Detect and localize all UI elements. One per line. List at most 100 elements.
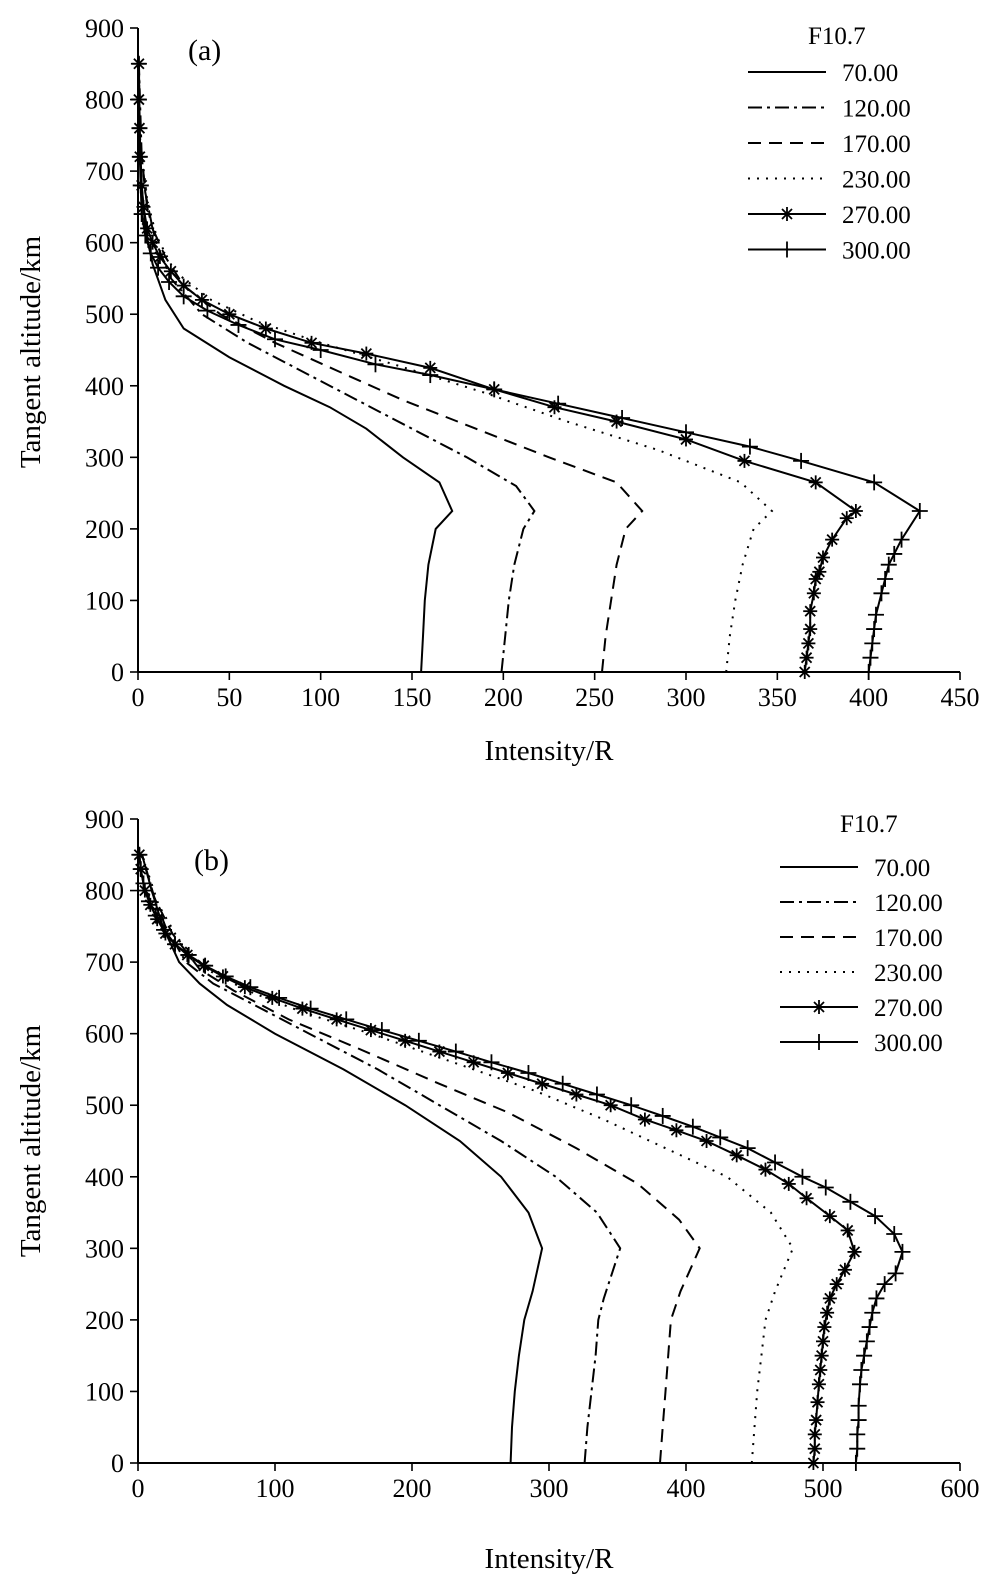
panel-a-series-300-00-marker [866,474,883,491]
panel-a-series-300-00-marker [137,227,154,244]
panel-b-axes: 0 100 200 300 400 500 600 700 800 900 0 100 200 300 40… [85,805,980,1503]
panel-b-series-300-00-marker [483,1054,500,1071]
panel-a-series-270-00-marker [801,636,816,651]
panel-b-series-300-00-marker [654,1107,671,1124]
panel-a-legend-item: 170.00 [748,131,911,158]
panel-b-series-270-00-marker [809,1413,824,1428]
panel-b-x-tick-label: 300 [530,1474,569,1503]
panel-b-series-270-00 [132,847,862,1470]
panel-b-series-270-00-marker [603,1098,618,1113]
panel-b-series-300-00-marker [817,1179,834,1196]
panel-b-series-300-00-marker [858,1333,875,1350]
panel-a-legend-item: 300.00 [748,238,911,265]
panel-a-series-230-00-line [137,63,774,673]
panel-a-series-270-00-marker [839,511,854,526]
panel-b-series-270-00-marker [569,1087,584,1102]
panel-b-y-tick-label: 600 [85,1020,124,1049]
panel-b-series-270-00-marker [822,1209,837,1224]
panel-b-series-300-00-marker [851,1376,868,1393]
panel-b-series-270-00-marker [699,1134,714,1148]
panel-b-series-300-00-marker [684,1118,701,1135]
panel-a-y-tick-label: 700 [85,157,124,186]
panel-b-series-300-00-marker [166,936,183,953]
panel-a-x-axis-title: Intensity/R [485,735,615,767]
panel-b-legend-item: 300.00 [780,1030,943,1057]
panel-a-legend: F10.7 70.00 120.00 170.00 230.00 270.00 300.0… [748,23,911,265]
panel-a-series-270-00-marker [799,650,814,665]
panel-b-series-270-00-marker [669,1123,684,1138]
panel-a-legend-label: 70.00 [842,60,898,87]
panel-a-x-tick-label: 150 [393,683,432,712]
panel-a-x-tick-label: 300 [667,683,706,712]
panel-b-legend: F10.7 70.00 120.00 170.00 230.00 270.00 300.0… [780,811,943,1057]
panel-a-series-270-00-marker [812,564,827,579]
panel-a-series-300-00-marker [877,570,894,587]
panel-a-legend-marker [779,241,795,258]
panel-b-series-300-00 [131,846,911,1471]
panel-b-series-300-00-marker [520,1065,537,1082]
panel-a-series-300-00-marker [312,342,329,358]
panel-b-series-270-00-marker [807,1427,822,1442]
panel-a-label: (a) [188,34,221,67]
panel-b-legend-item: 120.00 [780,890,943,917]
panel-a-series-300-00-marker [161,274,178,291]
panel-b-series-270-00-line [138,854,856,1464]
panel-b-series-300-00-marker [767,1154,784,1171]
panel-a-series-300-00-marker [131,120,148,137]
panel-b-series-230-00 [141,854,795,1464]
panel-b-series-300-00-marker [739,1140,756,1157]
panel-a-x-tick-label: 0 [132,683,145,712]
panel-b-legend-label: 270.00 [874,995,943,1022]
panel-b: 0 100 200 300 400 500 600 700 800 900 0 100 200 300 40… [15,805,980,1575]
panel-b-legend-item: 170.00 [780,925,943,952]
panel-a-series-300-00-marker [862,649,879,666]
panel-a-x-tick-label: 250 [575,683,614,712]
panel-a-series-300-00-marker [866,621,883,638]
panel-a-legend-title: F10.7 [808,23,866,50]
panel-a-series-300-00-marker [131,148,148,165]
panel-b-series-300-00-marker [712,1129,729,1146]
panel-a-series-170-00-line [137,63,644,673]
panel-b-y-tick-label: 900 [85,805,124,834]
panel-b-x-tick-label: 0 [132,1474,145,1503]
panel-b-label: (b) [194,844,229,877]
panel-b-series-300-00-marker [861,1319,878,1336]
panel-b-series-270-00-marker [535,1076,550,1091]
panel-a-legend-item: 230.00 [748,167,911,194]
panel-b-series-300-00-marker [131,846,148,863]
panel-b-series-300-00-marker [850,1397,867,1414]
panel-a-series-300-00-marker [880,556,897,573]
panel-a-x-tick-label: 100 [301,683,340,712]
panel-a-series-300-00-marker [911,503,928,519]
panel-a-series-300-00-marker [893,531,910,548]
panel-a-series-300-00-marker [550,395,567,412]
panel-a-legend-label: 120.00 [842,96,911,123]
panel-a-series-120-00-line [137,63,536,673]
panel-b-series-270-00-marker [840,1223,855,1238]
panel-b-series-300-00-marker [302,1000,319,1017]
panel-a-x-tick-label: 400 [849,683,888,712]
panel-b-series-300-00-marker [197,957,214,974]
panel-b-series-300-00-marker [623,1097,640,1114]
panel-b-series-300-00-marker [271,989,288,1006]
panel-a-x-tick-label: 350 [758,683,797,712]
panel-a-series-120-00 [137,63,536,673]
panel-a-series-300-00-marker [267,331,283,348]
panel-a-series-300-00-marker [886,545,903,562]
panel-b-series-300-00-marker [887,1265,904,1282]
panel-a-series-300-00-marker [367,356,384,373]
panel-a-series-270-00-marker [359,346,374,361]
panel-a-series-300-00-marker [422,367,439,384]
panel-b-series-300-00-marker [132,861,149,878]
panel-b-series-170-00-line [141,854,701,1464]
panel-b-y-tick-label: 500 [85,1091,124,1120]
panel-b-legend-item: 230.00 [780,960,943,987]
panel-b-series-270-00-marker [817,1320,832,1335]
panel-b-legend-item: 270.00 [780,995,943,1022]
panel-b-series-300-00-marker [856,1347,873,1364]
panel-b-x-tick-label: 500 [804,1474,843,1503]
panel-b-series-270-00-marker [816,1334,830,1349]
panel-b-series-300-00-marker [373,1022,390,1039]
panel-a-series-270-00-line [137,63,858,673]
